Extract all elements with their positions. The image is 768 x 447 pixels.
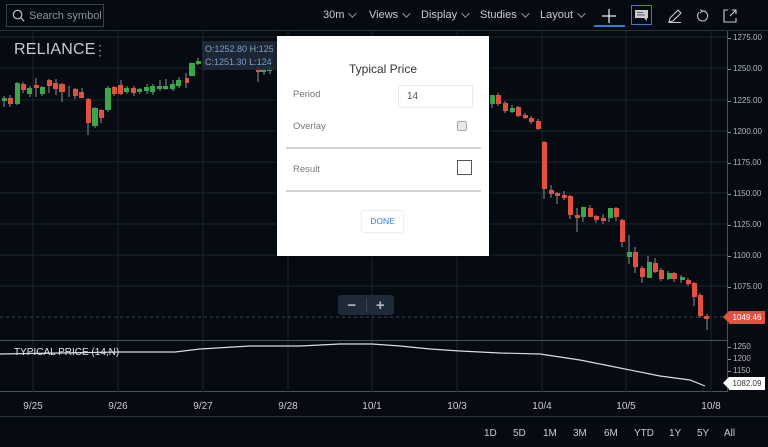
ind-y-tick: 1150 xyxy=(727,366,751,375)
menu-layout[interactable]: Layout xyxy=(540,9,586,21)
x-tick: 10/8 xyxy=(701,401,721,412)
close-label: C: xyxy=(205,57,214,67)
low-value: 124 xyxy=(256,57,272,67)
open-label: O: xyxy=(205,44,215,54)
menu-interval[interactable]: 30m xyxy=(323,9,358,21)
search-icon xyxy=(12,9,25,22)
chevron-down-icon xyxy=(461,9,470,18)
done-button[interactable]: DONE xyxy=(362,211,403,232)
high-label: H: xyxy=(249,44,259,54)
indicator-value-tag: 1082.09 xyxy=(723,377,765,390)
y-tick: 1200.00 xyxy=(728,127,762,136)
active-tool-indicator xyxy=(594,25,625,27)
x-tick: 10/1 xyxy=(362,401,382,412)
crosshair-button[interactable] xyxy=(599,6,619,26)
candles xyxy=(2,58,709,330)
chevron-down-icon xyxy=(348,9,358,18)
search-box[interactable] xyxy=(6,4,104,27)
last-price-tag: 1049.46 xyxy=(723,311,765,324)
menu-views-label: Views xyxy=(369,9,399,21)
x-tick: 10/4 xyxy=(532,401,552,412)
range-1m[interactable]: 1M xyxy=(543,428,557,439)
overlay-label: Overlay xyxy=(293,121,326,132)
indicator-panel[interactable] xyxy=(0,340,727,393)
x-tick: 9/25 xyxy=(23,401,43,412)
low-label: L: xyxy=(249,57,257,67)
y-tick: 1125.00 xyxy=(727,220,762,229)
menu-studies-label: Studies xyxy=(480,9,517,21)
overlay-checkbox[interactable] xyxy=(457,121,467,131)
study-settings-dialog: Typical Price Period Overlay Result DONE xyxy=(277,36,489,256)
ohlc-tooltip: O:1252.80 H:125 C:1251.30 L:124 xyxy=(202,41,278,70)
range-6m[interactable]: 6M xyxy=(604,428,618,439)
pencil-icon xyxy=(668,9,682,23)
result-label: Result xyxy=(293,164,320,175)
chevron-down-icon xyxy=(402,9,411,18)
menu-studies[interactable]: Studies xyxy=(480,9,530,21)
result-color-swatch[interactable] xyxy=(457,160,472,175)
menu-layout-label: Layout xyxy=(540,9,574,21)
share-icon xyxy=(723,9,737,23)
menu-display-label: Display xyxy=(421,9,458,21)
undo-button[interactable] xyxy=(692,6,712,26)
x-tick: 9/26 xyxy=(108,401,128,412)
menu-display[interactable]: Display xyxy=(421,9,470,21)
range-5d[interactable]: 5D xyxy=(513,428,526,439)
y-tick: 1150.00 xyxy=(727,189,762,198)
y-tick: 1275.00 xyxy=(728,33,762,42)
x-tick: 9/28 xyxy=(278,401,298,412)
search-input[interactable] xyxy=(29,9,103,22)
zoom-divider xyxy=(365,298,367,312)
dialog-divider xyxy=(286,147,481,149)
period-input[interactable] xyxy=(398,85,473,108)
kebab-menu-icon[interactable]: ⋮ xyxy=(93,42,107,58)
dialog-title: Typical Price xyxy=(348,62,418,76)
footer-divider xyxy=(0,416,768,417)
ind-y-tick: 1250 xyxy=(728,342,751,351)
range-ytd[interactable]: YTD xyxy=(634,428,654,439)
x-tick: 9/27 xyxy=(193,401,213,412)
share-button[interactable] xyxy=(720,6,740,26)
period-label: Period xyxy=(293,89,321,100)
y-tick: 1250.00 xyxy=(728,64,762,73)
typical-price-line xyxy=(0,341,712,393)
x-tick: 10/5 xyxy=(616,401,636,412)
y-tick: 1225.00 xyxy=(728,96,762,105)
y-tick: 1100.00 xyxy=(727,251,762,260)
high-value: 125 xyxy=(258,44,274,54)
y-tick: 1075.00 xyxy=(728,282,762,291)
indicator-label: TYPICAL PRICE (14,N) xyxy=(14,347,120,358)
ind-y-tick: 1200 xyxy=(728,354,751,363)
top-toolbar: 30m Views Display Studies Layout xyxy=(0,0,768,31)
chevron-down-icon xyxy=(520,9,530,18)
open-value: 1252.80 xyxy=(214,44,248,54)
comment-icon xyxy=(635,10,648,21)
zoom-in-button[interactable]: + xyxy=(375,296,385,314)
undo-icon xyxy=(697,9,709,22)
crosshair-icon xyxy=(602,9,616,23)
range-1d[interactable]: 1D xyxy=(484,428,497,439)
range-1y[interactable]: 1Y xyxy=(669,428,682,439)
range-5y[interactable]: 5Y xyxy=(697,428,710,439)
y-axis[interactable]: 1275.00 1250.00 1225.00 1200.00 1175.00 … xyxy=(727,31,768,392)
close-value: 1251.30 xyxy=(214,57,247,67)
range-all[interactable]: All xyxy=(724,428,736,439)
menu-interval-label: 30m xyxy=(323,9,345,21)
zoom-control: − + xyxy=(338,295,394,315)
dialog-divider xyxy=(286,190,481,192)
draw-button[interactable] xyxy=(665,6,685,26)
range-3m[interactable]: 3M xyxy=(573,428,587,439)
comment-button[interactable] xyxy=(631,5,652,25)
menu-views[interactable]: Views xyxy=(369,9,411,21)
chevron-down-icon xyxy=(577,9,586,18)
symbol-title: RELIANCE xyxy=(14,41,96,58)
zoom-out-button[interactable]: − xyxy=(347,296,357,314)
y-tick: 1175.00 xyxy=(727,158,762,167)
x-tick: 10/3 xyxy=(447,401,467,412)
